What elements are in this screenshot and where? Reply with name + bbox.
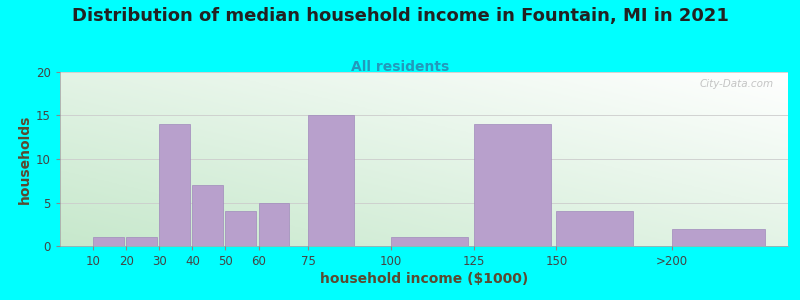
Bar [556, 211, 634, 246]
Bar [159, 124, 190, 246]
Bar [192, 185, 223, 246]
Text: City-Data.com: City-Data.com [699, 79, 774, 89]
Bar [126, 237, 157, 246]
Y-axis label: households: households [18, 114, 32, 204]
Bar [672, 229, 765, 246]
Bar [258, 202, 290, 246]
Bar [474, 124, 550, 246]
Bar [93, 237, 124, 246]
Text: All residents: All residents [351, 60, 449, 74]
Bar [308, 116, 354, 246]
Bar [391, 237, 468, 246]
Bar [226, 211, 256, 246]
X-axis label: household income ($1000): household income ($1000) [320, 272, 528, 286]
Text: Distribution of median household income in Fountain, MI in 2021: Distribution of median household income … [71, 8, 729, 26]
